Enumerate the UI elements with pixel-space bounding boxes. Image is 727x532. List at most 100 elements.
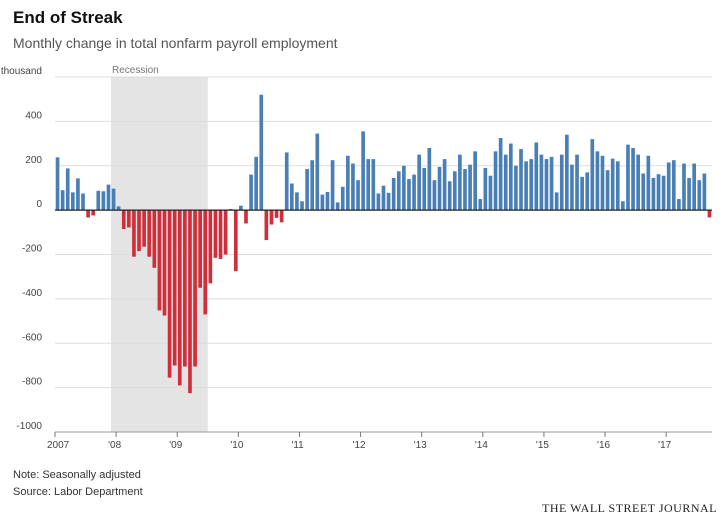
bar	[682, 163, 686, 211]
bar	[295, 192, 299, 211]
bar	[244, 210, 248, 224]
x-tick-label: '08	[108, 440, 121, 451]
bar	[147, 210, 152, 257]
bar	[508, 143, 513, 211]
bar	[223, 210, 228, 255]
bar	[442, 159, 447, 211]
bar	[188, 210, 192, 394]
bar	[65, 168, 70, 211]
bar	[590, 139, 595, 211]
bar	[254, 156, 259, 211]
bar	[692, 163, 697, 211]
bar	[60, 190, 65, 211]
bar	[529, 159, 534, 211]
bar	[233, 210, 238, 272]
bar	[320, 194, 325, 211]
y-tick-label: -400	[22, 288, 42, 299]
y-tick-label: -200	[22, 244, 42, 255]
publisher-logo: THE WALL STREET JOURNAL	[542, 501, 717, 515]
y-tick-label: -800	[22, 377, 42, 388]
x-tick-label: '13	[414, 440, 427, 451]
bar	[549, 156, 554, 211]
bar	[488, 175, 493, 211]
bar	[330, 160, 335, 211]
bar	[407, 179, 411, 211]
x-tick-label: '15	[536, 440, 549, 451]
bar	[218, 210, 223, 259]
bar	[346, 155, 350, 211]
bar	[289, 183, 294, 211]
bar	[213, 210, 218, 258]
bar	[519, 149, 523, 211]
bar	[702, 173, 707, 211]
bar	[498, 138, 503, 211]
bar	[167, 210, 172, 378]
bar	[671, 160, 676, 211]
bar	[631, 148, 635, 211]
bar	[152, 210, 157, 268]
x-tick-label: '09	[169, 440, 182, 451]
bar	[626, 144, 630, 211]
bar	[565, 134, 569, 211]
bar	[111, 188, 116, 211]
bar	[157, 210, 162, 311]
y-tick-label: 600 thousand	[0, 66, 42, 77]
y-tick-label: 200	[25, 155, 42, 166]
bar	[96, 190, 101, 211]
bar	[422, 167, 427, 211]
bar	[458, 154, 462, 211]
bar	[412, 174, 416, 211]
bar	[661, 175, 666, 211]
bar	[366, 159, 371, 211]
bar	[386, 192, 391, 211]
bar	[396, 171, 401, 211]
bar	[315, 133, 320, 211]
bar	[656, 174, 661, 211]
x-tick-label: '10	[230, 440, 243, 451]
bar	[595, 151, 600, 211]
bar	[305, 169, 309, 211]
x-tick-label: '12	[353, 440, 366, 451]
bar	[310, 160, 315, 211]
bar	[274, 210, 279, 218]
bar	[463, 169, 467, 211]
bar	[193, 210, 197, 367]
x-tick-label: '11	[291, 440, 304, 451]
bar	[132, 210, 136, 257]
chart-title: End of Streak	[13, 8, 123, 27]
bar	[76, 178, 80, 211]
bar	[478, 199, 483, 211]
bar	[264, 210, 269, 241]
bar	[325, 191, 330, 211]
bar	[447, 181, 452, 211]
x-tick-label: '14	[475, 440, 488, 451]
y-tick-label: 0	[36, 199, 42, 210]
bar	[116, 206, 121, 211]
bar	[615, 161, 620, 211]
bar	[641, 173, 646, 211]
bar	[381, 185, 386, 211]
bar	[544, 159, 549, 211]
bar	[121, 210, 126, 229]
bar	[554, 192, 559, 211]
bar	[391, 177, 396, 211]
bar	[514, 165, 518, 211]
bar	[183, 210, 187, 367]
bar	[697, 180, 702, 211]
bar	[127, 210, 131, 228]
bar	[646, 155, 651, 211]
bar	[208, 210, 213, 284]
bar	[55, 157, 60, 211]
bar	[198, 210, 202, 288]
bar	[402, 165, 406, 211]
x-tick-label: '16	[597, 440, 610, 451]
bar	[356, 180, 360, 211]
bar	[259, 94, 264, 211]
bar	[559, 154, 564, 211]
bar	[610, 158, 615, 211]
bar	[452, 171, 457, 211]
bar	[249, 174, 253, 211]
bar	[636, 154, 640, 211]
note-text: Note: Seasonally adjusted	[13, 469, 141, 481]
bar	[239, 205, 243, 211]
